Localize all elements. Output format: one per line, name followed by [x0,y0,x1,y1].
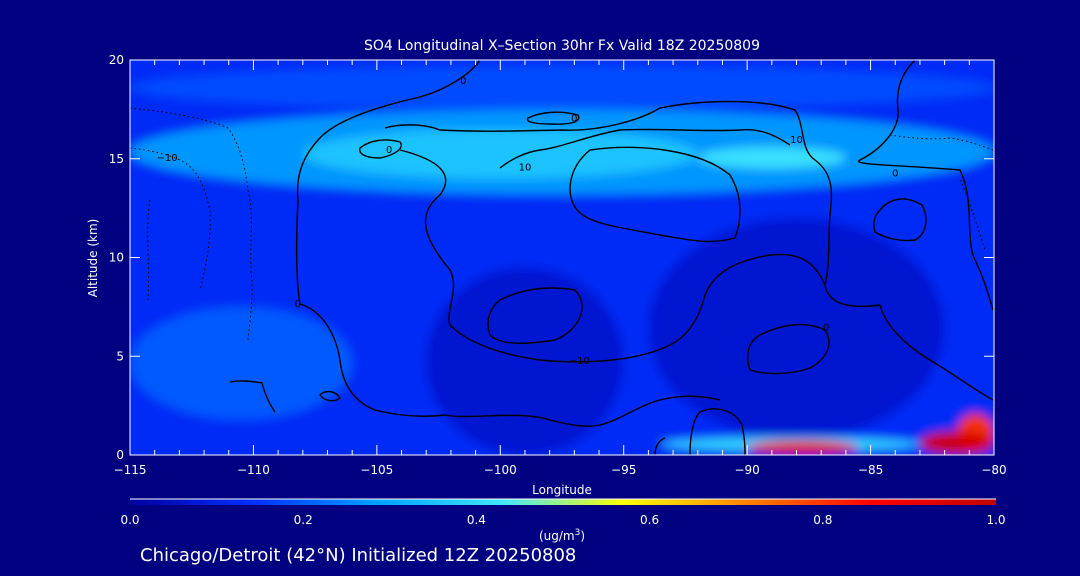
contour-line [130,107,253,341]
contour-line [747,323,830,375]
x-tick-label: −100 [484,463,517,477]
contour-label: 0 [460,76,466,87]
colorbar-tick-label: 0.4 [467,513,486,527]
contour-line [879,304,994,401]
contour-line [319,390,341,402]
colorbar-tick-label: 0.8 [813,513,832,527]
x-tick-label: −90 [734,463,759,477]
contour-line [873,198,927,242]
plot-area: 0 0 0 −10 10 10 0 0 −10 0 [130,60,994,455]
colorbar-unit-close: ) [580,529,585,543]
contour-line [296,60,481,417]
field-region [130,65,994,110]
colorbar-tick-label: 0.6 [640,513,659,527]
contour-label: 0 [295,299,301,310]
contour-line [569,146,741,243]
colorbar-tick-label: 0.2 [294,513,313,527]
contour-label: −10 [156,153,177,164]
y-axis-label: Altitude (km) [86,219,100,298]
contour-line [147,199,151,301]
contour-line [229,380,276,413]
chart-title: SO4 Longitudinal X–Section 30hr Fx Valid… [364,38,760,54]
contour-label: 10 [790,135,803,146]
field-region [747,441,859,455]
negative-contour-lines [130,107,994,341]
contour-lines [229,60,994,455]
y-tick-label: 15 [109,152,124,166]
y-tick-label: 10 [109,251,124,265]
colorbar: 0.0 0.2 0.4 0.6 0.8 1.0 (ug/m3) [120,498,1006,543]
contour-label: 0 [571,113,577,124]
y-tick-label: 5 [116,349,124,363]
contour-labels: 0 0 0 −10 10 10 0 0 −10 0 [156,76,898,367]
x-tick-label: −85 [858,463,883,477]
x-tick-label: −115 [114,463,147,477]
contour-line [526,111,580,125]
field-region [302,129,698,179]
y-axis: 0 5 10 15 20 [109,53,994,462]
contour-line [487,287,583,344]
x-tick-label: −95 [611,463,636,477]
contour-line [858,60,994,311]
colorbar-unit-text: (ug/m [539,529,575,543]
contour-line [359,139,402,159]
contour-line [689,408,746,455]
so4-concentration-field [130,60,994,455]
contour-label: −10 [569,356,590,367]
colorbar-tick-label: 1.0 [986,513,1005,527]
contour-line [499,128,791,169]
x-tick-label: −110 [237,463,270,477]
field-region [919,431,994,455]
contour-label: 0 [386,145,392,156]
footer-caption: Chicago/Detroit (42°N) Initialized 12Z 2… [140,545,576,566]
contour-line [654,437,666,455]
y-tick-label: 20 [109,53,124,67]
field-region [130,306,353,420]
field-region [648,218,945,440]
contour-line [399,149,881,363]
contour-label: 0 [892,169,898,180]
contour-line [384,100,833,286]
colorbar-unit-superscript: 3 [575,528,581,538]
colorbar-unit-label: (ug/m3) [539,528,585,543]
contour-label: 0 [823,323,829,334]
x-tick-label: −80 [981,463,1006,477]
x-tick-label: −105 [360,463,393,477]
field-region [426,267,624,455]
contour-label: 10 [519,163,532,174]
contour-line [444,395,721,427]
y-tick-label: 0 [116,448,124,462]
colorbar-tick-label: 0.0 [120,513,139,527]
x-axis: −115 −110 −105 −100 −95 −90 −85 −80 [114,60,1007,477]
colorbar-gradient [130,499,996,505]
x-axis-label: Longitude [532,483,592,497]
field-region [697,146,846,169]
